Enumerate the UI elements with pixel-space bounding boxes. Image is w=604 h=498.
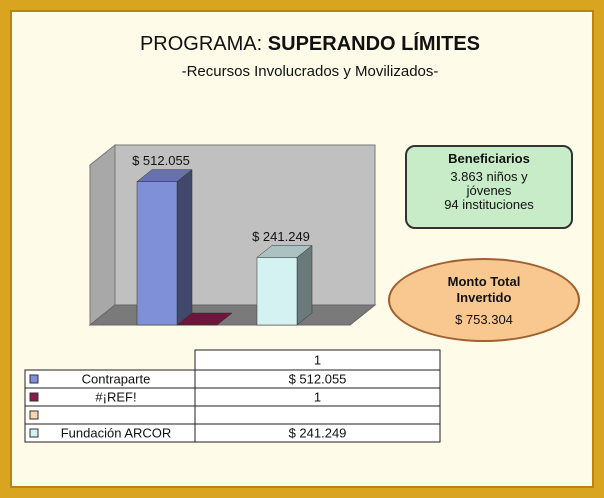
table-value: 1 bbox=[314, 389, 321, 404]
monto-title: Monto Total Invertido bbox=[447, 274, 521, 305]
title-bold: SUPERANDO LÍMITES bbox=[268, 32, 480, 55]
monto-ellipse: Monto Total Invertido $ 753.304 bbox=[388, 258, 580, 342]
table-header: 1 bbox=[314, 352, 321, 367]
bar-front bbox=[256, 257, 298, 326]
table-value: $ 512.055 bbox=[289, 371, 347, 386]
bar bbox=[136, 169, 193, 326]
data-label: $ 241.249 bbox=[252, 229, 310, 244]
title: PROGRAMA: SUPERANDO LÍMITES bbox=[140, 32, 480, 55]
floor bbox=[88, 304, 377, 326]
side-wall bbox=[89, 143, 116, 327]
legend-label: Contraparte bbox=[82, 371, 151, 386]
title-prefix: PROGRAMA: bbox=[140, 33, 262, 55]
monto-value: $ 753.304 bbox=[455, 312, 513, 327]
bar-front bbox=[136, 181, 178, 326]
beneficiarios-title: Beneficiarios bbox=[448, 151, 530, 166]
bar-side bbox=[296, 244, 313, 326]
table-cell bbox=[194, 405, 441, 425]
legend-marker bbox=[29, 428, 39, 438]
legend-marker bbox=[29, 410, 39, 420]
subtitle: -Recursos Involucrados y Movilizados- bbox=[182, 63, 439, 80]
table-value: $ 241.249 bbox=[289, 425, 347, 440]
beneficiarios-box: Beneficiarios 3.863 niños y jóvenes 94 i… bbox=[405, 145, 573, 229]
legend-marker bbox=[29, 374, 39, 384]
legend-label: Fundación ARCOR bbox=[61, 425, 172, 440]
data-label: $ 512.055 bbox=[132, 153, 190, 168]
table-cell bbox=[194, 423, 441, 443]
beneficiarios-line: 3.863 niños y jóvenes bbox=[450, 169, 528, 198]
beneficiarios-line: 94 instituciones bbox=[444, 197, 534, 212]
table-cell bbox=[24, 405, 196, 425]
bar-side bbox=[176, 169, 193, 326]
bar bbox=[176, 312, 233, 326]
legend-marker bbox=[29, 392, 39, 402]
legend-label: #¡REF! bbox=[95, 389, 136, 404]
bar bbox=[256, 244, 313, 326]
